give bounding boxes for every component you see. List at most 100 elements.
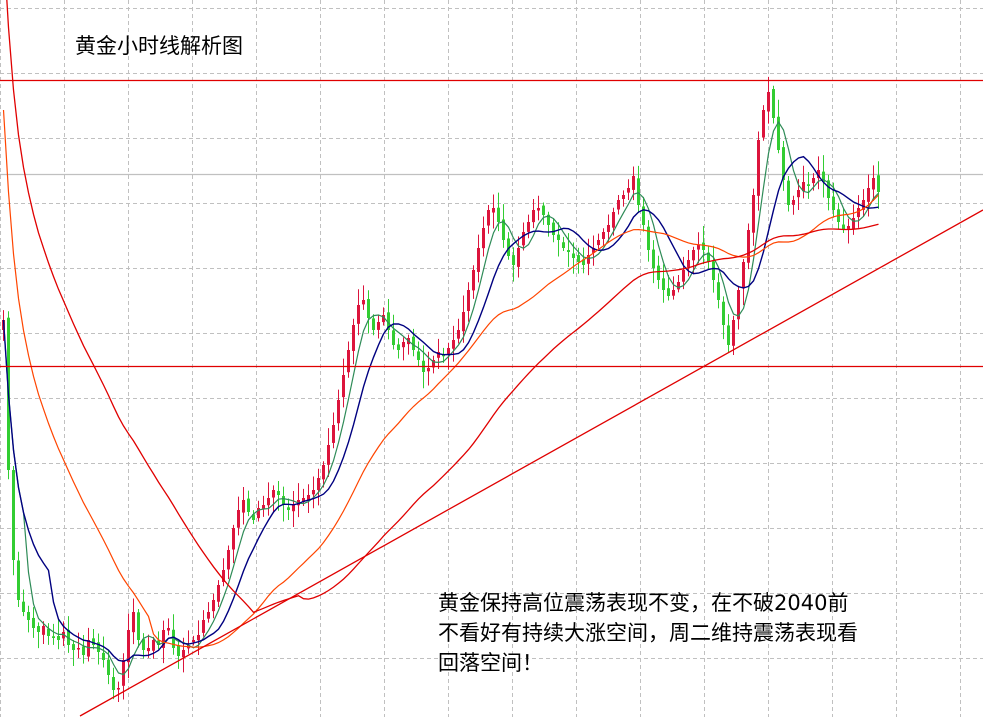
candle-bearish (647, 226, 650, 250)
candle-bullish (587, 255, 590, 264)
candle-bullish (132, 612, 135, 633)
candle-bearish (842, 224, 845, 230)
candle-bearish (442, 354, 445, 357)
candle-bullish (122, 660, 125, 686)
candle-bullish (632, 176, 635, 190)
candle-bullish (862, 200, 865, 210)
candle-bullish (692, 250, 695, 261)
ascending-trend-line (79, 209, 983, 717)
candle-bullish (147, 648, 150, 652)
candle-bullish (152, 640, 155, 651)
chart-title: 黄金小时线解析图 (75, 34, 243, 58)
candle-bullish (352, 325, 355, 351)
candle-bearish (552, 222, 555, 235)
candle-bullish (597, 240, 600, 246)
candle-bullish (767, 92, 770, 112)
candle-bearish (32, 617, 35, 628)
candle-bullish (852, 218, 855, 229)
candle-bullish (802, 182, 805, 192)
candle-bearish (572, 253, 575, 258)
candle-bearish (387, 312, 390, 330)
candle-bullish (797, 190, 800, 198)
candle-bullish (672, 290, 675, 296)
candle-bullish (362, 300, 365, 305)
candle-bullish (402, 342, 405, 348)
candle-bullish (302, 498, 305, 502)
candle-bullish (677, 282, 680, 290)
candle-bearish (177, 645, 180, 656)
candle-bearish (667, 288, 670, 296)
candle-bullish (617, 200, 620, 210)
candle-bullish (607, 225, 610, 232)
horizontal-levels (0, 79, 983, 368)
candle-bullish (762, 110, 765, 138)
candle-bearish (72, 644, 75, 650)
candle-bearish (722, 301, 725, 325)
candle-bearish (662, 278, 665, 290)
candle-bearish (82, 646, 85, 655)
analysis-note-line-1: 黄金保持高位震荡表现不变，在不破2040前 (438, 591, 849, 615)
candle-bullish (592, 248, 595, 253)
candle-bearish (712, 261, 715, 280)
candle-bearish (512, 255, 515, 265)
candle-bearish (247, 498, 250, 512)
candle-bearish (92, 638, 95, 645)
candle-bearish (582, 259, 585, 265)
candle-bearish (772, 89, 775, 118)
moving-average-line-60 (6, 0, 879, 614)
candle-bullish (602, 232, 605, 239)
candle-bullish (682, 270, 685, 282)
candle-bullish (257, 508, 260, 519)
candle-bearish (287, 507, 290, 510)
candle-bearish (252, 514, 255, 520)
candle-bullish (532, 210, 535, 223)
candle-bearish (57, 636, 60, 640)
candle-bullish (267, 498, 270, 506)
candle-bearish (97, 642, 100, 652)
candle-bearish (112, 677, 115, 690)
candle-bearish (577, 255, 580, 262)
candle-bearish (367, 299, 370, 318)
candle-bullish (272, 490, 275, 498)
candle-bearish (22, 601, 25, 612)
candle-bearish (717, 282, 720, 300)
moving-average-line-10 (2, 155, 879, 663)
candle-bullish (427, 368, 430, 372)
candle-bearish (157, 640, 160, 645)
candle-bullish (747, 230, 750, 263)
candle-bullish (217, 585, 220, 602)
candle-bearish (52, 636, 55, 638)
candle-bearish (822, 171, 825, 182)
candle-bearish (562, 242, 565, 248)
candle-bullish (167, 628, 170, 631)
analysis-note-line-3: 回落空间！ (438, 651, 543, 675)
candle-bullish (432, 360, 435, 368)
candle-bearish (107, 659, 110, 675)
candle-bullish (867, 188, 870, 202)
candle-bullish (477, 248, 480, 272)
candle-bullish (307, 495, 310, 501)
candle-bullish (612, 212, 615, 228)
candle-bearish (567, 250, 570, 252)
candle-bullish (462, 312, 465, 332)
candle-bullish (697, 245, 700, 250)
candle-bearish (642, 206, 645, 225)
moving-averages (2, 0, 879, 676)
moving-average-line-5 (2, 120, 879, 676)
candle-bearish (707, 252, 710, 262)
candle-bullish (357, 305, 360, 324)
candle-bullish (197, 635, 200, 641)
candle-bullish (732, 320, 735, 346)
candle-bullish (62, 632, 65, 639)
candle-bearish (277, 490, 280, 495)
candle-bullish (162, 630, 165, 648)
candle-bearish (497, 207, 500, 222)
candle-bullish (242, 500, 245, 513)
candle-bullish (77, 648, 80, 650)
candle-bearish (47, 628, 50, 636)
candle-bullish (457, 330, 460, 339)
candle-bullish (627, 188, 630, 193)
candle-bullish (522, 232, 525, 246)
candle-bearish (142, 639, 145, 650)
